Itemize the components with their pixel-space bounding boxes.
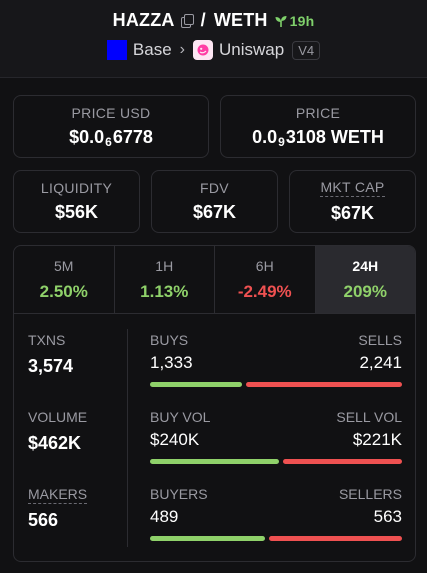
makers-label[interactable]: MAKERS [28, 486, 88, 504]
pair-separator: / [200, 10, 206, 30]
buyers-sellers-bar [150, 536, 402, 541]
sells-bar-fill [246, 382, 402, 387]
buy-volume-value: $240K [150, 430, 200, 449]
buys-bar-fill [150, 382, 242, 387]
volume-label: VOLUME [28, 409, 88, 425]
quote-token-symbol: WETH [213, 10, 268, 30]
sell-volume-label: SELL VOL [336, 409, 402, 425]
sell-volume-bar-fill [283, 459, 402, 464]
price-native-card: PRICE 0.093108 WETH [220, 95, 416, 158]
version-badge: V4 [292, 40, 321, 60]
buyers-sellers-split: BUYERS SELLERS 489 563 [150, 486, 402, 541]
buys-sells-bar [150, 382, 402, 387]
sells-label: SELLS [358, 332, 402, 348]
tab-change: 209% [343, 281, 387, 301]
tab-1h[interactable]: 1H 1.13% [115, 246, 215, 313]
price-usd-card: PRICE USD $0.066778 [13, 95, 209, 158]
volume-split: BUY VOL SELL VOL $240K $221K [150, 409, 402, 464]
pair-age-value: 19h [289, 12, 315, 29]
sellers-label: SELLERS [338, 486, 402, 502]
trading-stats-panel: 5M 2.50% 1H 1.13% 6H -2.49% 24H 209% TXN… [13, 245, 416, 562]
tab-label: 6H [255, 257, 274, 274]
chevron-right-icon: › [179, 41, 185, 58]
stats-divider [127, 329, 128, 547]
tab-5m[interactable]: 5M 2.50% [14, 246, 115, 313]
sellers-value: 563 [373, 507, 402, 526]
timeframe-tabs: 5M 2.50% 1H 1.13% 6H -2.49% 24H 209% [14, 246, 415, 314]
sellers-bar-fill [269, 536, 402, 541]
tab-change: 1.13% [140, 281, 189, 301]
volume-bar [150, 459, 402, 464]
sprout-icon [275, 15, 287, 27]
makers-stat: MAKERS 566 [28, 486, 88, 531]
base-token-symbol: HAZZA [112, 10, 175, 30]
buy-volume-bar-fill [150, 459, 280, 464]
market-cap-label[interactable]: MKT CAP [320, 179, 385, 197]
makers-value: 566 [28, 510, 59, 530]
txns-label: TXNS [28, 332, 66, 348]
tab-24h[interactable]: 24H 209% [315, 246, 415, 313]
buys-sells-split: BUYS SELLS 1,333 2,241 [150, 332, 402, 387]
tab-label: 24H [352, 257, 379, 274]
price-usd-label: PRICE USD [71, 104, 151, 121]
volume-value: $462K [28, 433, 82, 453]
market-cap-value: $67K [330, 203, 375, 223]
price-native-zero-count: 9 [278, 134, 285, 149]
pair-age: 19h [274, 13, 315, 29]
sells-value: 2,241 [359, 353, 402, 372]
fdv-label: FDV [200, 180, 229, 196]
liquidity-label: LIQUIDITY [40, 180, 113, 196]
buys-label: BUYS [150, 332, 189, 348]
pair-header: HAZZA / WETH 19h Base › Uniswap V4 [0, 0, 427, 78]
market-cap-card: MKT CAP $67K [289, 170, 416, 233]
tab-change: -2.49% [237, 281, 292, 301]
price-native-value: 0.093108 WETH [252, 126, 384, 149]
buyers-label: BUYERS [150, 486, 208, 502]
base-chain-icon [106, 40, 127, 60]
txns-value: 3,574 [28, 356, 74, 376]
fdv-value: $67K [192, 202, 237, 222]
volume-stat: VOLUME $462K [28, 409, 87, 454]
price-usd-zero-count: 6 [105, 134, 112, 149]
liquidity-value: $56K [54, 202, 99, 222]
tab-6h[interactable]: 6H -2.49% [215, 246, 316, 313]
fdv-card: FDV $67K [151, 170, 278, 233]
txns-stat: TXNS 3,574 [28, 332, 73, 377]
dex-name[interactable]: Uniswap [218, 40, 285, 59]
uniswap-icon [192, 40, 213, 60]
buyers-bar-fill [150, 536, 266, 541]
price-native-label: PRICE [295, 104, 341, 121]
sell-volume-value: $221K [352, 430, 402, 449]
chain-name[interactable]: Base [132, 40, 172, 59]
price-usd-value: $0.066778 [69, 126, 153, 149]
pair-title: HAZZA / WETH 19h [0, 10, 427, 31]
buy-volume-label: BUY VOL [150, 409, 211, 425]
chain-dex-row: Base › Uniswap V4 [0, 40, 427, 60]
tab-label: 1H [155, 257, 174, 274]
buys-value: 1,333 [150, 353, 193, 372]
copy-icon[interactable] [180, 14, 194, 28]
tab-change: 2.50% [39, 281, 88, 301]
buyers-value: 489 [150, 507, 179, 526]
liquidity-card: LIQUIDITY $56K [13, 170, 140, 233]
tab-label: 5M [54, 257, 74, 274]
